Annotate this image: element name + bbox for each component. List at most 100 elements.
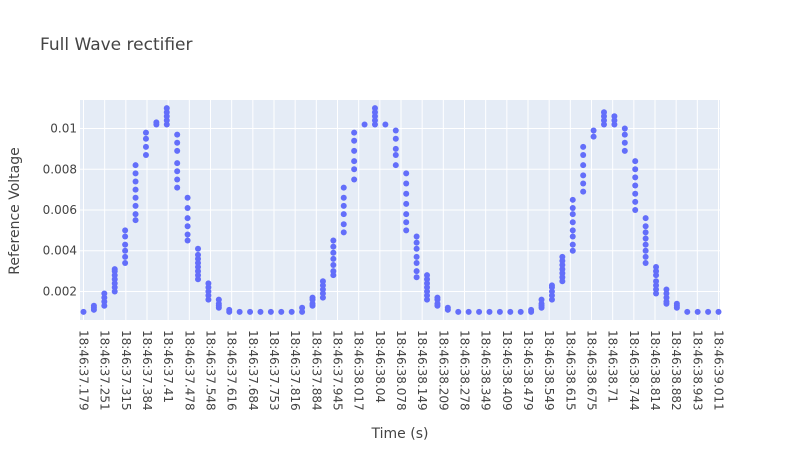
data-point[interactable] — [215, 296, 222, 303]
data-point[interactable] — [413, 274, 420, 281]
data-point[interactable] — [580, 143, 587, 150]
data-point[interactable] — [351, 176, 358, 183]
data-point[interactable] — [132, 194, 139, 201]
data-point[interactable] — [413, 233, 420, 240]
data-point[interactable] — [538, 296, 545, 303]
data-point[interactable] — [403, 227, 410, 234]
data-point[interactable] — [580, 180, 587, 187]
data-point[interactable] — [236, 308, 243, 315]
data-point[interactable] — [340, 211, 347, 218]
data-point[interactable] — [299, 304, 306, 311]
data-point[interactable] — [330, 255, 337, 262]
data-point[interactable] — [642, 223, 649, 230]
data-point[interactable] — [413, 245, 420, 252]
data-point[interactable] — [319, 278, 326, 285]
data-point[interactable] — [122, 247, 129, 254]
data-point[interactable] — [444, 304, 451, 311]
data-point[interactable] — [632, 166, 639, 173]
data-point[interactable] — [413, 268, 420, 275]
data-point[interactable] — [122, 227, 129, 234]
data-point[interactable] — [132, 211, 139, 218]
data-point[interactable] — [694, 308, 701, 315]
data-point[interactable] — [267, 308, 274, 315]
data-point[interactable] — [569, 196, 576, 203]
data-point[interactable] — [642, 215, 649, 222]
data-point[interactable] — [142, 152, 149, 158]
data-point[interactable] — [590, 133, 597, 140]
data-point[interactable] — [663, 286, 670, 293]
data-point[interactable] — [632, 182, 639, 189]
data-point[interactable] — [413, 259, 420, 266]
data-point[interactable] — [132, 202, 139, 209]
data-point[interactable] — [122, 253, 129, 260]
data-point[interactable] — [184, 204, 191, 211]
data-point[interactable] — [184, 231, 191, 238]
data-point[interactable] — [330, 249, 337, 256]
data-point[interactable] — [632, 190, 639, 197]
data-point[interactable] — [580, 188, 587, 195]
data-point[interactable] — [600, 109, 607, 116]
data-point[interactable] — [642, 253, 649, 260]
data-point[interactable] — [340, 229, 347, 236]
data-point[interactable] — [153, 119, 160, 126]
data-point[interactable] — [569, 233, 576, 240]
data-point[interactable] — [309, 294, 316, 301]
data-point[interactable] — [351, 166, 358, 173]
data-point[interactable] — [340, 221, 347, 228]
data-point[interactable] — [392, 162, 399, 169]
data-point[interactable] — [424, 272, 431, 279]
data-point[interactable] — [403, 170, 410, 177]
data-point[interactable] — [673, 300, 680, 307]
data-point[interactable] — [122, 259, 129, 266]
data-point[interactable] — [434, 294, 441, 301]
data-point[interactable] — [715, 308, 722, 315]
data-point[interactable] — [642, 247, 649, 254]
data-point[interactable] — [184, 194, 191, 201]
data-point[interactable] — [340, 194, 347, 201]
data-point[interactable] — [382, 121, 389, 128]
data-point[interactable] — [507, 308, 514, 315]
data-point[interactable] — [569, 241, 576, 248]
data-point[interactable] — [340, 184, 347, 191]
data-point[interactable] — [174, 184, 181, 191]
data-point[interactable] — [580, 162, 587, 169]
data-point[interactable] — [174, 131, 181, 138]
data-point[interactable] — [621, 147, 628, 154]
data-point[interactable] — [340, 202, 347, 209]
data-point[interactable] — [580, 172, 587, 179]
data-point[interactable] — [132, 162, 139, 169]
data-point[interactable] — [476, 308, 483, 315]
data-point[interactable] — [184, 215, 191, 222]
data-point[interactable] — [517, 308, 524, 315]
data-point[interactable] — [111, 266, 118, 273]
data-point[interactable] — [486, 308, 493, 315]
data-point[interactable] — [351, 137, 358, 144]
data-point[interactable] — [174, 168, 181, 175]
data-point[interactable] — [132, 170, 139, 177]
data-point[interactable] — [569, 247, 576, 254]
data-point[interactable] — [101, 290, 108, 297]
data-point[interactable] — [705, 308, 712, 315]
data-point[interactable] — [330, 237, 337, 244]
data-point[interactable] — [403, 190, 410, 197]
data-point[interactable] — [465, 308, 472, 315]
data-point[interactable] — [642, 235, 649, 242]
data-point[interactable] — [392, 127, 399, 134]
data-point[interactable] — [142, 135, 149, 142]
data-point[interactable] — [288, 308, 295, 315]
data-point[interactable] — [330, 243, 337, 250]
data-point[interactable] — [257, 308, 264, 315]
data-point[interactable] — [569, 211, 576, 218]
data-point[interactable] — [174, 147, 181, 154]
data-point[interactable] — [653, 278, 660, 285]
data-point[interactable] — [392, 135, 399, 142]
data-point[interactable] — [142, 143, 149, 150]
data-point[interactable] — [122, 241, 129, 248]
data-point[interactable] — [455, 308, 462, 315]
data-point[interactable] — [413, 253, 420, 260]
data-point[interactable] — [330, 268, 337, 275]
data-point[interactable] — [132, 186, 139, 193]
data-point[interactable] — [80, 308, 87, 315]
data-point[interactable] — [621, 131, 628, 138]
data-point[interactable] — [642, 259, 649, 266]
